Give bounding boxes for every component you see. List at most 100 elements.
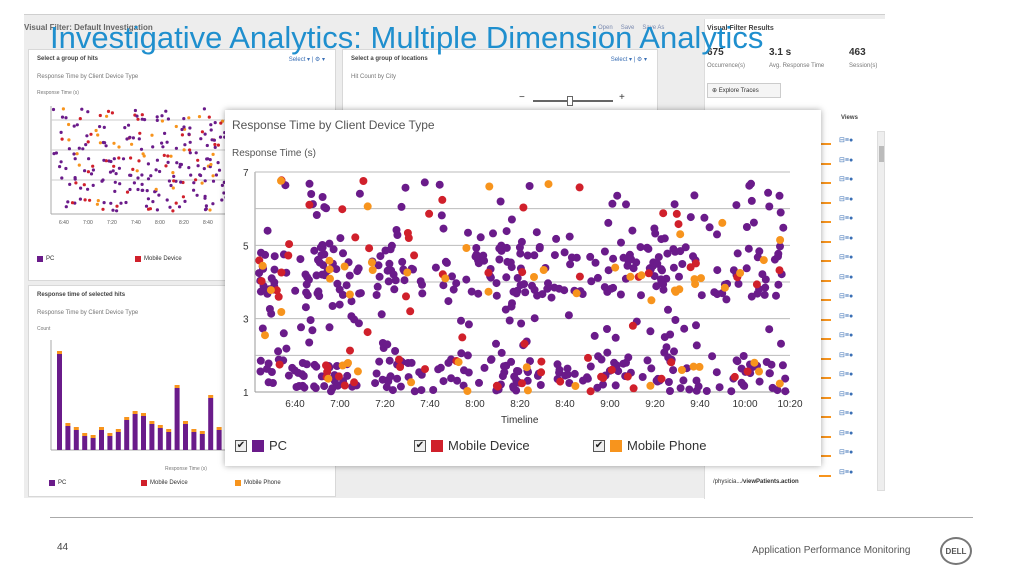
- zoom-slider[interactable]: − +: [519, 92, 629, 106]
- mini-data-point: [101, 140, 105, 145]
- legend-mobile-device-checkbox[interactable]: ✔: [414, 439, 426, 452]
- data-point: [377, 310, 386, 319]
- view-row[interactable]: ⊟≡●: [817, 174, 867, 186]
- view-action-icons[interactable]: ⊟≡●: [839, 351, 854, 359]
- view-action-icons[interactable]: ⊟≡●: [839, 410, 854, 417]
- hits-legend-pc[interactable]: PC: [37, 256, 54, 262]
- data-point: [517, 319, 526, 328]
- data-point: [590, 331, 599, 340]
- view-bar: [819, 435, 831, 438]
- view-row[interactable]: ⊟≡●: [817, 350, 867, 362]
- explore-traces-button[interactable]: ⊕ Explore Traces: [707, 83, 781, 98]
- mini-data-point: [155, 115, 159, 119]
- results-scrollbar[interactable]: [877, 131, 885, 491]
- data-point: [643, 243, 652, 252]
- save-as-button[interactable]: Save As: [642, 25, 665, 31]
- view-action-icons[interactable]: ⊟≡●: [839, 234, 854, 242]
- view-action-icons[interactable]: ⊟≡●: [839, 312, 854, 320]
- data-point: [484, 268, 493, 277]
- data-point: [472, 244, 481, 252]
- mini-x-tick: 8:40: [203, 220, 213, 226]
- view-action-icons[interactable]: ⊟≡●: [839, 215, 854, 222]
- view-row[interactable]: ⊟≡●: [817, 252, 867, 264]
- view-row[interactable]: ⊟≡●: [817, 311, 867, 323]
- view-row[interactable]: ⊟≡●: [817, 291, 867, 303]
- data-point: [532, 228, 541, 237]
- view-action-icons[interactable]: ⊟≡●: [839, 293, 854, 300]
- view-action-icons[interactable]: ⊟≡●: [839, 137, 854, 144]
- stat-avg-response-label: Avg. Response Time: [769, 63, 825, 69]
- save-button[interactable]: Save: [620, 25, 635, 31]
- data-point: [600, 283, 609, 292]
- view-row[interactable]: ⊟≡●: [817, 213, 867, 225]
- data-point: [502, 227, 511, 236]
- view-action-icons[interactable]: ⊟≡●: [839, 390, 854, 398]
- view-row[interactable]: ⊟≡●: [817, 408, 867, 420]
- view-row[interactable]: ⊟≡●: [817, 369, 867, 381]
- view-row[interactable]: ⊟≡●: [817, 233, 867, 245]
- mini-x-tick: 8:00: [155, 220, 165, 226]
- last-view-item[interactable]: /physicia.../viewPatients.action: [713, 479, 799, 485]
- view-row[interactable]: ⊟≡●: [817, 428, 867, 440]
- data-point: [272, 286, 281, 295]
- legend-pc[interactable]: ✔ PC: [235, 438, 287, 453]
- scatter-plot-area[interactable]: 1 3 5 7 6:40 7:00 7:20 7:40 8:00 8:20 8:40 9:00 9:20…: [225, 160, 821, 410]
- data-point: [270, 252, 279, 261]
- hits-panel-actions[interactable]: Select ▾ | ⚙ ▾: [288, 57, 325, 63]
- hits-legend-mobile-device[interactable]: Mobile Device: [135, 256, 182, 262]
- mini-bar-cap: [149, 421, 155, 424]
- data-point: [622, 358, 630, 367]
- data-point: [378, 375, 387, 384]
- data-point: [739, 352, 748, 360]
- view-row[interactable]: ⊟≡●: [817, 467, 867, 479]
- view-action-icons[interactable]: ⊟≡●: [839, 332, 854, 339]
- open-button[interactable]: Open: [598, 25, 613, 31]
- data-point: [671, 316, 680, 324]
- mini-data-point: [194, 178, 198, 182]
- view-row[interactable]: ⊟≡●: [817, 194, 867, 206]
- view-action-icons[interactable]: ⊟≡●: [839, 254, 854, 261]
- mini-data-point: [146, 162, 150, 166]
- scroll-thumb[interactable]: [879, 146, 884, 162]
- view-row[interactable]: ⊟≡●: [817, 447, 867, 459]
- mini-data-point: [209, 123, 213, 127]
- legend-mobile-device[interactable]: ✔ Mobile Device: [414, 438, 530, 453]
- mini-data-point: [155, 208, 159, 212]
- view-row[interactable]: ⊟≡●: [817, 272, 867, 284]
- view-action-icons[interactable]: ⊟≡●: [839, 429, 854, 437]
- data-point: [755, 367, 763, 376]
- mini-data-point: [178, 162, 182, 166]
- view-action-icons[interactable]: ⊟≡●: [839, 176, 854, 183]
- data-point: [256, 367, 265, 376]
- selected-legend-mobile-device[interactable]: Mobile Device: [141, 480, 188, 486]
- view-action-icons[interactable]: ⊟≡●: [839, 273, 854, 281]
- view-action-icons[interactable]: ⊟≡●: [839, 371, 854, 378]
- mini-data-point: [219, 121, 223, 125]
- data-point: [457, 316, 465, 325]
- legend-pc-checkbox[interactable]: ✔: [235, 439, 247, 452]
- legend-mobile-phone-checkbox[interactable]: ✔: [593, 439, 605, 452]
- mini-data-point: [73, 177, 77, 181]
- view-row[interactable]: ⊟≡●: [817, 330, 867, 342]
- mini-bar-cap: [183, 421, 188, 424]
- mini-data-point: [109, 201, 113, 205]
- legend-mobile-phone[interactable]: ✔ Mobile Phone: [593, 438, 707, 453]
- view-action-icons[interactable]: ⊟≡●: [839, 468, 854, 476]
- mini-data-point: [91, 168, 95, 172]
- mini-bar-chart[interactable]: [37, 336, 237, 466]
- locations-panel-actions[interactable]: Select ▾ | ⚙ ▾: [610, 57, 647, 63]
- view-action-icons[interactable]: ⊟≡●: [839, 195, 854, 203]
- view-row[interactable]: ⊟≡●: [817, 135, 867, 147]
- mini-data-point: [153, 190, 157, 194]
- view-action-icons[interactable]: ⊟≡●: [839, 449, 854, 456]
- mini-data-point: [88, 198, 92, 202]
- view-action-icons[interactable]: ⊟≡●: [839, 156, 854, 164]
- mini-scatter-plot[interactable]: 6:407:007:207:408:008:208:406:40: [37, 100, 237, 230]
- data-point: [334, 372, 343, 381]
- selected-legend-mobile-phone[interactable]: Mobile Phone: [235, 480, 281, 486]
- data-point: [544, 279, 552, 288]
- data-point: [575, 272, 584, 281]
- view-row[interactable]: ⊟≡●: [817, 155, 867, 167]
- selected-legend-pc[interactable]: PC: [49, 480, 66, 486]
- view-row[interactable]: ⊟≡●: [817, 389, 867, 401]
